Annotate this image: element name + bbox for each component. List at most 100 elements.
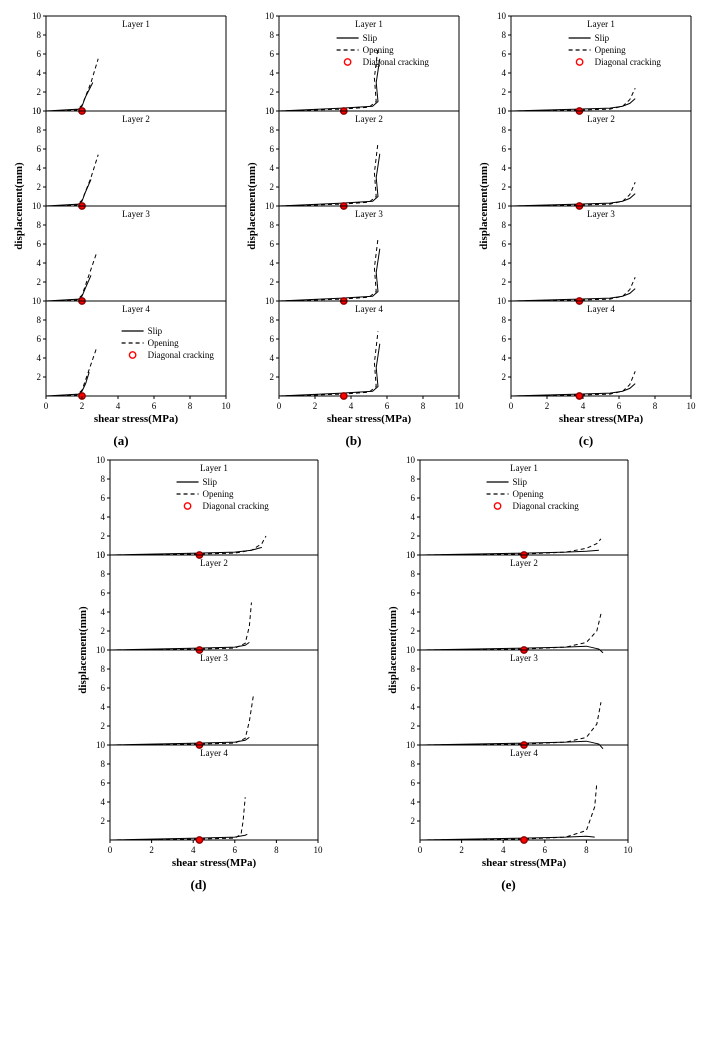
svg-text:10: 10: [497, 11, 507, 21]
svg-text:0: 0: [417, 845, 422, 855]
chart-svg: 0246810Layer 1246810Layer 2246810Layer 3…: [74, 454, 324, 870]
svg-text:8: 8: [100, 664, 105, 674]
diagonal-cracking-marker: [340, 393, 346, 399]
svg-text:4: 4: [410, 797, 415, 807]
svg-text:6: 6: [617, 401, 622, 411]
slip-curve: [110, 737, 249, 745]
opening-curve: [420, 702, 601, 745]
svg-text:8: 8: [584, 845, 589, 855]
svg-text:shear stress(MPa): shear stress(MPa): [326, 413, 411, 425]
row-top: 0246810Layer 1246810Layer 2246810Layer 3…: [10, 10, 697, 449]
svg-text:Diagonal cracking: Diagonal cracking: [148, 350, 215, 360]
svg-text:8: 8: [100, 474, 105, 484]
svg-text:displacement(mm): displacement(mm): [77, 606, 89, 694]
opening-curve: [279, 331, 378, 396]
svg-text:6: 6: [502, 239, 507, 249]
svg-text:6: 6: [542, 845, 547, 855]
svg-text:4: 4: [37, 68, 42, 78]
svg-text:6: 6: [100, 493, 105, 503]
svg-text:2: 2: [37, 277, 42, 287]
svg-text:4: 4: [100, 797, 105, 807]
svg-text:Opening: Opening: [512, 489, 543, 499]
svg-text:6: 6: [152, 401, 157, 411]
svg-text:2: 2: [502, 87, 507, 97]
svg-text:8: 8: [269, 30, 274, 40]
svg-text:8: 8: [188, 401, 193, 411]
svg-text:4: 4: [348, 401, 353, 411]
panel-d-col: 0246810Layer 1246810Layer 2246810Layer 3…: [74, 454, 324, 893]
svg-text:10: 10: [32, 201, 42, 211]
svg-text:8: 8: [410, 569, 415, 579]
svg-text:Layer 3: Layer 3: [200, 653, 228, 663]
panel-e: 0246810Layer 1246810Layer 2246810Layer 3…: [384, 454, 634, 875]
svg-text:2: 2: [410, 626, 415, 636]
svg-text:10: 10: [406, 645, 416, 655]
svg-text:10: 10: [406, 455, 416, 465]
chart-svg: 0246810Layer 1246810Layer 2246810Layer 3…: [10, 10, 232, 426]
chart-svg: 0246810Layer 1246810Layer 2246810Layer 3…: [243, 10, 465, 426]
svg-text:Layer 2: Layer 2: [200, 558, 228, 568]
panel-c-col: 0246810Layer 1246810Layer 2246810Layer 3…: [475, 10, 697, 449]
svg-text:10: 10: [687, 401, 697, 411]
svg-text:6: 6: [410, 493, 415, 503]
row-bottom: 0246810Layer 1246810Layer 2246810Layer 3…: [10, 454, 697, 893]
slip-curve: [511, 289, 635, 301]
svg-text:2: 2: [502, 372, 507, 382]
svg-text:4: 4: [269, 353, 274, 363]
svg-text:10: 10: [623, 845, 633, 855]
opening-curve: [279, 142, 378, 206]
svg-text:displacement(mm): displacement(mm): [387, 606, 399, 694]
svg-text:0: 0: [509, 401, 514, 411]
svg-text:6: 6: [37, 49, 42, 59]
svg-text:4: 4: [269, 258, 274, 268]
svg-text:8: 8: [502, 125, 507, 135]
svg-text:Layer 4: Layer 4: [200, 748, 228, 758]
opening-curve: [110, 603, 251, 651]
svg-text:Layer 3: Layer 3: [355, 209, 383, 219]
svg-text:Layer 4: Layer 4: [510, 748, 538, 758]
svg-text:4: 4: [502, 163, 507, 173]
svg-text:shear stress(MPa): shear stress(MPa): [94, 413, 179, 425]
svg-text:Layer 2: Layer 2: [355, 114, 383, 124]
svg-text:2: 2: [100, 531, 105, 541]
figure-grid: 0246810Layer 1246810Layer 2246810Layer 3…: [10, 10, 697, 893]
svg-text:6: 6: [410, 588, 415, 598]
svg-text:Layer 2: Layer 2: [510, 558, 538, 568]
svg-text:8: 8: [502, 315, 507, 325]
svg-text:10: 10: [265, 11, 275, 21]
svg-text:10: 10: [222, 401, 232, 411]
caption-c: (c): [579, 433, 593, 449]
legend: SlipOpeningDiagonal cracking: [336, 33, 429, 67]
svg-text:8: 8: [653, 401, 658, 411]
svg-text:4: 4: [190, 845, 195, 855]
svg-text:8: 8: [269, 125, 274, 135]
svg-text:4: 4: [502, 258, 507, 268]
svg-text:6: 6: [269, 144, 274, 154]
opening-curve: [46, 254, 96, 302]
svg-text:8: 8: [420, 401, 425, 411]
slip-curve: [511, 99, 635, 111]
caption-e: (e): [501, 877, 515, 893]
chart-svg: 0246810Layer 1246810Layer 2246810Layer 3…: [384, 454, 634, 870]
opening-curve: [511, 88, 635, 111]
svg-text:2: 2: [269, 277, 274, 287]
svg-text:2: 2: [312, 401, 317, 411]
opening-curve: [110, 797, 245, 840]
svg-text:10: 10: [32, 11, 42, 21]
svg-text:4: 4: [37, 163, 42, 173]
svg-text:displacement(mm): displacement(mm): [478, 162, 490, 250]
svg-text:2: 2: [459, 845, 464, 855]
svg-text:2: 2: [410, 531, 415, 541]
svg-text:Slip: Slip: [202, 477, 217, 487]
svg-text:4: 4: [581, 401, 586, 411]
svg-text:2: 2: [80, 401, 85, 411]
svg-text:2: 2: [410, 721, 415, 731]
svg-text:10: 10: [497, 201, 507, 211]
svg-text:6: 6: [502, 144, 507, 154]
svg-text:4: 4: [269, 68, 274, 78]
svg-text:8: 8: [100, 759, 105, 769]
opening-curve: [511, 182, 635, 206]
svg-text:2: 2: [100, 721, 105, 731]
diagonal-cracking-marker: [196, 837, 202, 843]
svg-text:8: 8: [274, 845, 279, 855]
